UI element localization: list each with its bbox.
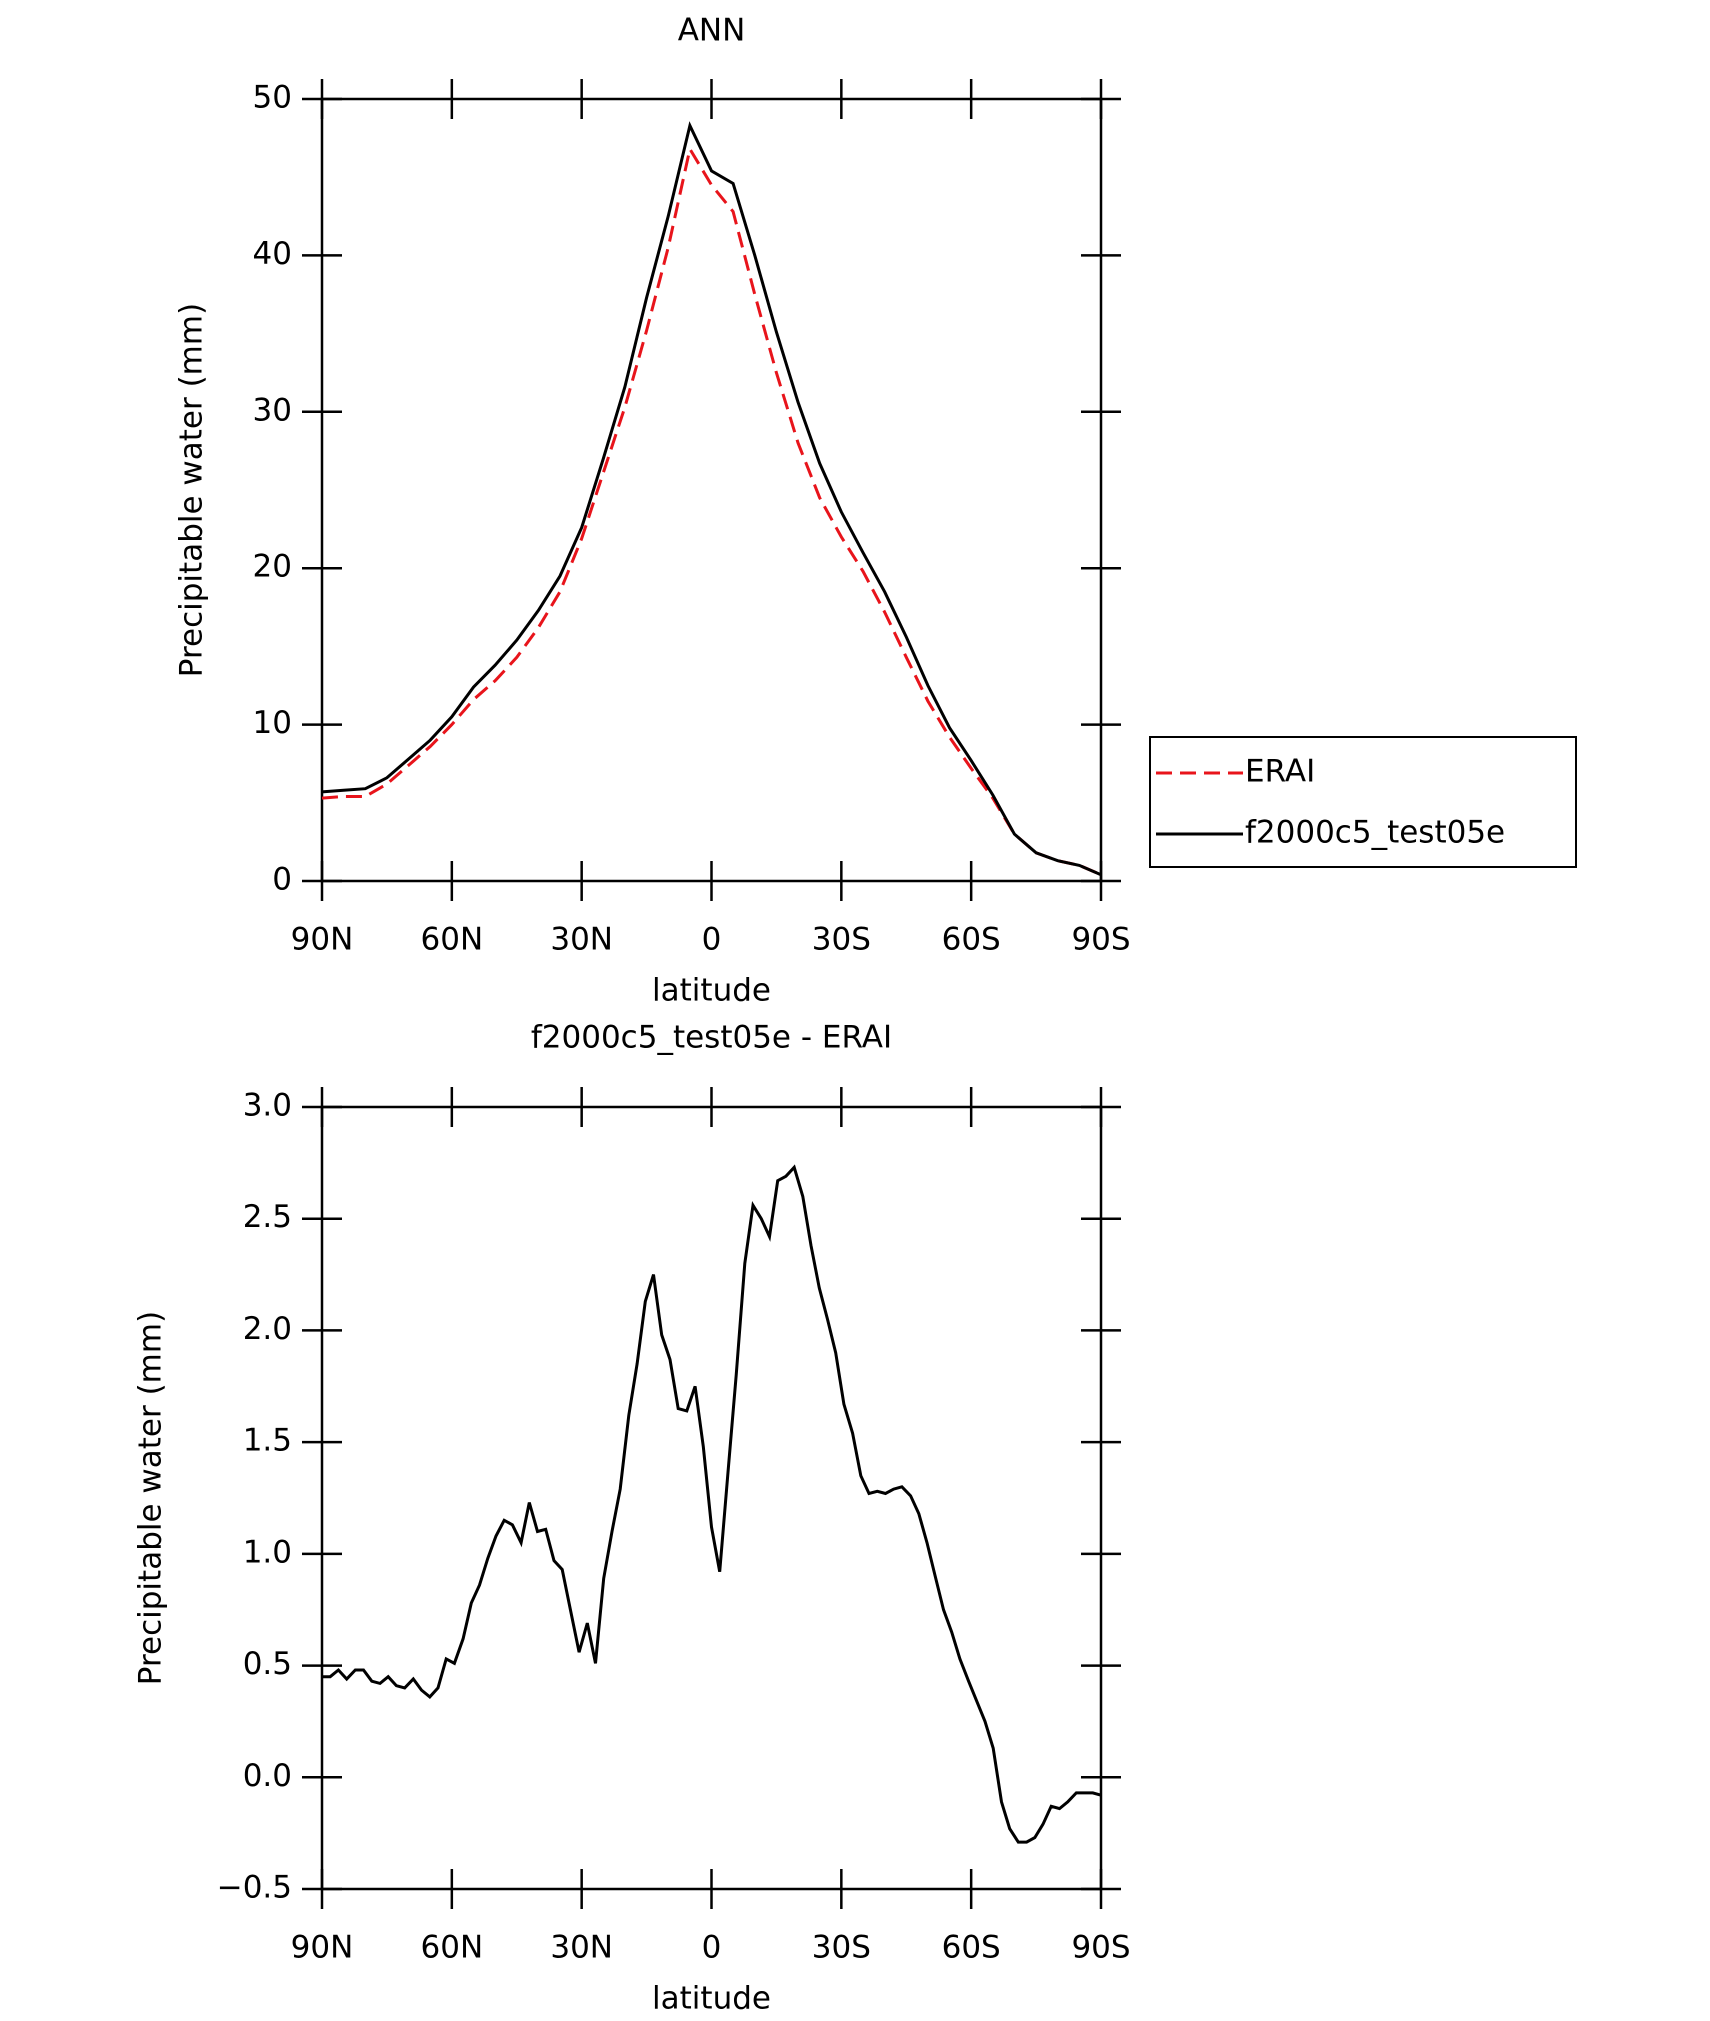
x-tick-label: 60N <box>421 922 484 958</box>
x-axis-label: latitude <box>652 973 771 1009</box>
y-tick-label: 0.0 <box>243 1758 292 1794</box>
x-tick-label: 30N <box>550 922 613 958</box>
x-tick-label: 0 <box>702 1930 722 1966</box>
y-axis-label: Precipitable water (mm) <box>174 303 210 677</box>
y-tick-label: 2.0 <box>243 1311 292 1347</box>
x-tick-label: 60S <box>942 1930 1001 1966</box>
y-tick-label: 1.5 <box>243 1423 292 1459</box>
y-tick-label: 0.5 <box>243 1646 292 1682</box>
y-axis-label: Precipitable water (mm) <box>133 1311 169 1685</box>
x-axis-label: latitude <box>652 1981 771 2017</box>
y-tick-label: 10 <box>253 705 292 741</box>
x-tick-label: 60S <box>942 922 1001 958</box>
y-tick-label: 30 <box>253 392 292 428</box>
legend-label: ERAI <box>1245 754 1315 790</box>
y-tick-label: 0 <box>272 862 292 898</box>
y-tick-label: 20 <box>253 549 292 585</box>
x-tick-label: 30N <box>550 1930 613 1966</box>
data-line <box>322 1164 1102 1844</box>
legend-label: f2000c5_test05e <box>1245 815 1505 851</box>
x-tick-label: 0 <box>702 922 722 958</box>
x-tick-label: 60N <box>421 1930 484 1966</box>
chart-title: ANN <box>678 13 746 49</box>
y-tick-label: 1.0 <box>243 1534 292 1570</box>
y-tick-label: −0.5 <box>217 1870 292 1906</box>
y-tick-label: 2.5 <box>243 1199 292 1235</box>
data-line <box>321 121 1102 877</box>
x-tick-label: 30S <box>812 922 871 958</box>
chart-title: f2000c5_test05e - ERAI <box>531 1020 892 1056</box>
plot-frame <box>320 97 1103 883</box>
y-tick-label: 50 <box>253 80 292 116</box>
y-tick-label: 40 <box>253 236 292 272</box>
y-tick-label: 3.0 <box>243 1088 292 1124</box>
x-tick-label: 90S <box>1071 1930 1130 1966</box>
legend-box <box>1149 736 1577 868</box>
x-tick-label: 90N <box>291 922 354 958</box>
x-tick-label: 90N <box>291 1930 354 1966</box>
x-tick-label: 90S <box>1071 922 1130 958</box>
plot-frame <box>320 1105 1103 1891</box>
x-tick-label: 30S <box>812 1930 871 1966</box>
data-line <box>321 144 1102 877</box>
